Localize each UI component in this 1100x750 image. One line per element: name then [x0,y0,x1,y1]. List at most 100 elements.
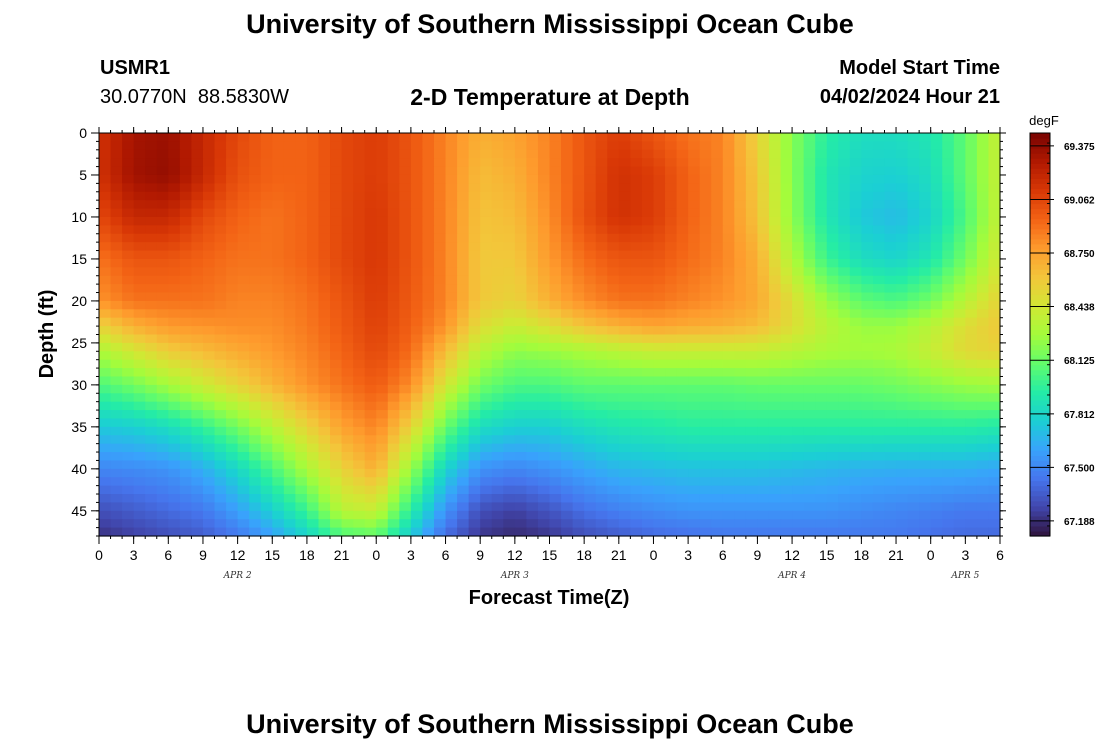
heatmap-cell [445,225,458,235]
heatmap-cell [272,485,285,495]
heatmap-cell [768,216,782,226]
heatmap-cell [792,174,805,184]
heatmap-cell [722,166,735,176]
heatmap-cell [953,300,966,310]
heatmap-cell [595,300,608,310]
heatmap-cell [572,519,585,529]
heatmap-cell [838,233,851,243]
colorbar-swatch [1030,415,1050,421]
heatmap-cell [179,267,193,277]
heatmap-cell [387,452,400,462]
heatmap-cell [826,393,839,403]
heatmap-cell [457,527,470,537]
heatmap-cell [549,133,562,142]
heatmap-cell [353,275,366,285]
heatmap-cell [653,468,666,478]
heatmap-cell [734,141,747,151]
heatmap-cell [457,158,470,168]
heatmap-cell [676,292,689,302]
heatmap-cell [676,342,689,352]
heatmap-cell [688,326,701,336]
colorbar-swatch [1030,183,1050,190]
heatmap-cell [618,309,631,319]
heatmap-cell [168,242,181,252]
heatmap-cell [641,393,655,403]
heatmap-cell [133,284,146,294]
heatmap-cell [549,149,562,159]
heatmap-cell [376,401,389,411]
heatmap-cell [595,452,608,462]
heatmap-cell [468,426,481,436]
heatmap-cell [953,208,966,218]
heatmap-cell [838,334,851,344]
heatmap-cell [237,494,250,504]
heatmap-cell [953,368,966,378]
heatmap-cell [433,485,447,495]
heatmap-cell [734,191,747,201]
heatmap-cell [549,410,562,420]
heatmap-cell [780,485,793,495]
heatmap-cell [537,300,551,310]
heatmap-cell [514,275,527,285]
heatmap-cell [607,359,620,369]
heatmap-cell [445,208,458,218]
heatmap-cell [849,233,862,243]
heatmap-cell [237,309,250,319]
heatmap-cell [792,166,805,176]
heatmap-cell [572,183,585,193]
heatmap-cell [838,225,851,235]
heatmap-cell [976,494,990,504]
heatmap-cell [676,258,689,268]
heatmap-cell [237,133,250,142]
heatmap-cell [537,418,551,428]
heatmap-cell [953,326,966,336]
heatmap-cell [272,410,285,420]
heatmap-cell [884,267,897,277]
heatmap-cell [283,284,296,294]
heatmap-cell [376,166,389,176]
heatmap-cell [445,494,458,504]
heatmap-cell [665,284,678,294]
heatmap-cell [457,174,470,184]
heatmap-cell [745,494,759,504]
heatmap-cell [318,342,331,352]
heatmap-cell [919,174,932,184]
heatmap-cell [572,351,585,361]
heatmap-cell [491,149,504,159]
heatmap-cell [295,426,308,436]
heatmap-cell [526,376,539,386]
heatmap-cell [942,216,955,226]
heatmap-cell [214,166,227,176]
heatmap-cell [272,166,285,176]
heatmap-cell [295,275,308,285]
heatmap-cell [433,158,447,168]
heatmap-cell [330,158,343,168]
heatmap-cell [849,183,862,193]
heatmap-cell [260,141,273,151]
heatmap-cell [745,502,759,512]
heatmap-cell [722,368,735,378]
heatmap-cell [815,334,828,344]
heatmap-cell [514,393,527,403]
heatmap-cell [433,258,447,268]
heatmap-cell [734,410,747,420]
heatmap-cell [306,141,320,151]
heatmap-cell [237,393,250,403]
heatmap-cell [480,359,493,369]
heatmap-cell [584,494,597,504]
heatmap-cell [272,460,285,470]
heatmap-cell [595,376,608,386]
heatmap-cell [110,401,123,411]
heatmap-cell [618,376,631,386]
heatmap-cell [872,410,886,420]
heatmap-cell [191,443,204,453]
heatmap-cell [179,468,193,478]
heatmap-cell [468,300,481,310]
heatmap-cell [607,300,620,310]
heatmap-cell [549,452,562,462]
heatmap-cell [283,477,296,487]
heatmap-cell [838,149,851,159]
heatmap-cell [537,309,551,319]
heatmap-cell [191,351,204,361]
heatmap-cell [976,527,990,537]
